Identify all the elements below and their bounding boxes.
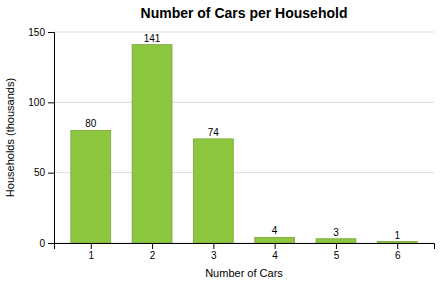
bar [132, 45, 172, 243]
data-label: 141 [144, 33, 161, 44]
plot-area [71, 45, 417, 243]
x-axis: 1 2 3 4 5 6 [55, 243, 435, 261]
y-tick-label: 100 [28, 97, 45, 108]
data-label: 3 [333, 227, 339, 238]
x-tick-label: 5 [334, 250, 340, 261]
bar [316, 239, 356, 243]
x-tick: 4 [272, 243, 278, 261]
y-tick: 100 [28, 97, 54, 108]
x-tick-mark [213, 243, 214, 249]
y-tick-label: 0 [39, 238, 45, 249]
x-tick-label: 3 [211, 250, 217, 261]
y-axis: 0 50 100 150 [28, 27, 54, 249]
bar [71, 130, 111, 243]
x-tick-label: 4 [272, 250, 278, 261]
bar [377, 242, 417, 243]
grid [54, 32, 434, 243]
y-tick-mark [48, 173, 54, 174]
data-labels: 80 141 74 4 3 1 [85, 33, 400, 241]
x-tick-mark [152, 243, 153, 249]
y-tick-label: 50 [34, 167, 46, 178]
data-label: 1 [394, 230, 400, 241]
y-axis-title: Households (thousands) [4, 78, 16, 197]
title: Number of Cars per Household [141, 5, 348, 21]
x-tick: 1 [88, 243, 94, 261]
x-tick: 5 [334, 243, 340, 261]
x-axis-title: Number of Cars [205, 267, 283, 279]
x-axis-line [55, 244, 435, 250]
grid-line [54, 32, 434, 33]
bar [193, 139, 233, 243]
data-label: 4 [272, 225, 278, 236]
data-label: 74 [208, 127, 220, 138]
y-tick: 0 [39, 238, 54, 249]
y-axis-line [48, 33, 55, 244]
y-tick: 150 [28, 27, 54, 38]
chart-svg: 1 2 3 4 5 6 0 50 100 150 80 141 74 4 3 1 Number of Cars … [0, 0, 446, 285]
x-tick-mark [397, 243, 398, 249]
x-tick: 3 [211, 243, 217, 261]
x-tick-label: 6 [395, 250, 401, 261]
bar [255, 237, 295, 243]
x-tick-mark [91, 243, 92, 249]
y-tick: 50 [34, 167, 54, 178]
y-tick-mark [48, 243, 54, 244]
x-tick-mark [336, 243, 337, 249]
y-tick-label: 150 [28, 27, 45, 38]
x-tick: 2 [150, 243, 156, 261]
x-tick-label: 1 [88, 250, 94, 261]
y-tick-mark [48, 102, 54, 103]
data-label: 80 [85, 118, 97, 129]
x-tick-label: 2 [150, 250, 156, 261]
y-tick-mark [48, 32, 54, 33]
chart: 1 2 3 4 5 6 0 50 100 150 80 141 74 4 3 1 Number of Cars … [0, 0, 446, 285]
x-tick-mark [275, 243, 276, 249]
x-tick: 6 [395, 243, 401, 261]
grid-line [54, 102, 434, 103]
